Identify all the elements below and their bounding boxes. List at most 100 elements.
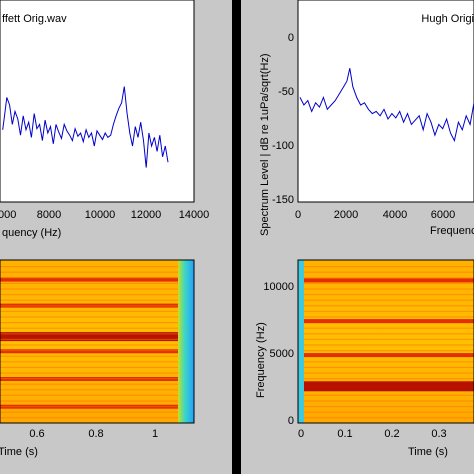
spectrogram-harmonic [0, 344, 178, 346]
right-spectrogram-frame [297, 259, 474, 424]
right-spectrogram-axes [298, 260, 474, 423]
right-spectrum-yticks: 0 -50 -100 -150 [272, 32, 294, 206]
right-spectrum-xticks: 0 2000 4000 6000 [295, 209, 455, 221]
spectrum-series-line [299, 68, 474, 143]
x-tick-label: 8000 [37, 209, 61, 221]
spectrogram-harmonic [0, 338, 178, 340]
spectrogram-harmonic [0, 372, 178, 374]
spectrogram-harmonic [304, 282, 474, 284]
x-tick-label: 4000 [383, 209, 407, 221]
spectrogram-harmonic [0, 361, 178, 363]
spectrogram-harmonic [0, 322, 178, 324]
left-spectrogram-tail [178, 260, 194, 423]
left-spectrogram-frame [0, 259, 195, 424]
right-spectrogram-xlabel: Time (s) [408, 446, 448, 458]
right-spectrum-plot [299, 68, 474, 143]
spectrogram-harmonic [0, 389, 178, 391]
spectrogram-harmonic [0, 294, 178, 296]
right-spectrum-title: Hugh Origi [421, 13, 474, 25]
spectrogram-harmonic [304, 338, 474, 340]
right-spectrogram-ylabel: Frequency (Hz) [255, 322, 267, 398]
spectrogram-harmonic [0, 378, 178, 380]
spectrogram-harmonic [304, 406, 474, 408]
x-tick-label: 0.2 [384, 428, 399, 440]
x-tick-label: 0 [295, 209, 301, 221]
spectrogram-harmonic [304, 378, 474, 380]
spectrogram-harmonic [0, 366, 178, 368]
spectrogram-harmonic [0, 333, 178, 335]
right-spectrogram-yticks: 10000 5000 0 [263, 281, 294, 427]
left-spectrogram-xticks: 0.6 0.8 1 [29, 428, 158, 440]
x-tick-label: 000 [0, 209, 16, 221]
spectrogram-harmonic [304, 361, 474, 363]
spectrogram-band [0, 277, 178, 282]
y-tick-label: 0 [288, 415, 294, 427]
spectrogram-band [304, 353, 474, 358]
spectrogram-harmonic [304, 277, 474, 279]
spectrogram-harmonic [0, 282, 178, 284]
right-spectrogram-bands [304, 266, 474, 419]
x-tick-label: 12000 [131, 209, 162, 221]
y-tick-label: -100 [272, 140, 294, 152]
spectrogram-band [304, 278, 474, 283]
spectrogram-harmonic [0, 383, 178, 385]
spectrogram-harmonic [304, 350, 474, 352]
spectrogram-harmonic [0, 355, 178, 357]
spectrogram-harmonic [304, 417, 474, 419]
spectrogram-harmonic [304, 305, 474, 307]
spectrogram-harmonic [304, 266, 474, 268]
spectrogram-harmonic [304, 411, 474, 413]
spectrogram-harmonic [304, 366, 474, 368]
spectrogram-harmonic [0, 299, 178, 301]
left-spectrogram-bands [0, 266, 178, 419]
y-tick-label: 5000 [270, 348, 294, 360]
figure-divider [232, 0, 241, 474]
x-tick-label: 0.1 [337, 428, 352, 440]
spectrogram-harmonic [0, 417, 178, 419]
x-tick-label: 0.8 [88, 428, 103, 440]
spectrogram-harmonic [0, 277, 178, 279]
spectrogram-harmonic [0, 310, 178, 312]
spectrogram-harmonic [304, 316, 474, 318]
spectrogram-harmonic [0, 327, 178, 329]
spectrogram-harmonic [304, 288, 474, 290]
x-tick-label: 6000 [431, 209, 455, 221]
x-tick-label: 14000 [179, 209, 210, 221]
spectrogram-harmonic [304, 294, 474, 296]
left-spectrum-title: ffett Orig.wav [2, 13, 67, 25]
y-tick-label: -50 [278, 86, 294, 98]
y-tick-label: -150 [272, 194, 294, 206]
left-spectrogram-axes [0, 260, 194, 423]
right-spectrogram-xticks: 0 0.1 0.2 0.3 [298, 428, 447, 440]
right-spectrogram-edge [298, 260, 304, 423]
spectrogram-harmonic [0, 316, 178, 318]
right-spectrum-ylabel: Spectrum Level | dB re 1uPa/sqrt(Hz) [259, 53, 271, 236]
left-spectrum-plot [2, 86, 169, 168]
x-tick-label: 0 [298, 428, 304, 440]
spectrogram-harmonic [304, 400, 474, 402]
spectrogram-harmonic [0, 350, 178, 352]
spectrogram-harmonic [304, 394, 474, 396]
spectrogram-harmonic [304, 333, 474, 335]
spectrogram-band [0, 332, 178, 342]
spectrogram-harmonic [0, 305, 178, 307]
spectrogram-harmonic [304, 310, 474, 312]
spectrogram-harmonic [0, 406, 178, 408]
spectrogram-harmonic [304, 271, 474, 273]
spectrogram-harmonic [304, 372, 474, 374]
spectrogram-harmonic [0, 394, 178, 396]
y-tick-label: 0 [288, 32, 294, 44]
right-spectrum-xlabel: Frequency [430, 225, 474, 237]
spectrogram-harmonic [304, 327, 474, 329]
spectrogram-harmonic [304, 344, 474, 346]
right-spectrum-axes [297, 0, 474, 203]
spectrogram-harmonic [0, 271, 178, 273]
spectrogram-harmonic [0, 288, 178, 290]
x-tick-label: 10000 [85, 209, 116, 221]
spectrogram-band [0, 349, 178, 354]
left-spectrum-xlabel: quency (Hz) [2, 227, 61, 239]
left-spectrum-axes [0, 0, 195, 203]
spectrogram-harmonic [304, 299, 474, 301]
spectrogram-harmonic [0, 400, 178, 402]
